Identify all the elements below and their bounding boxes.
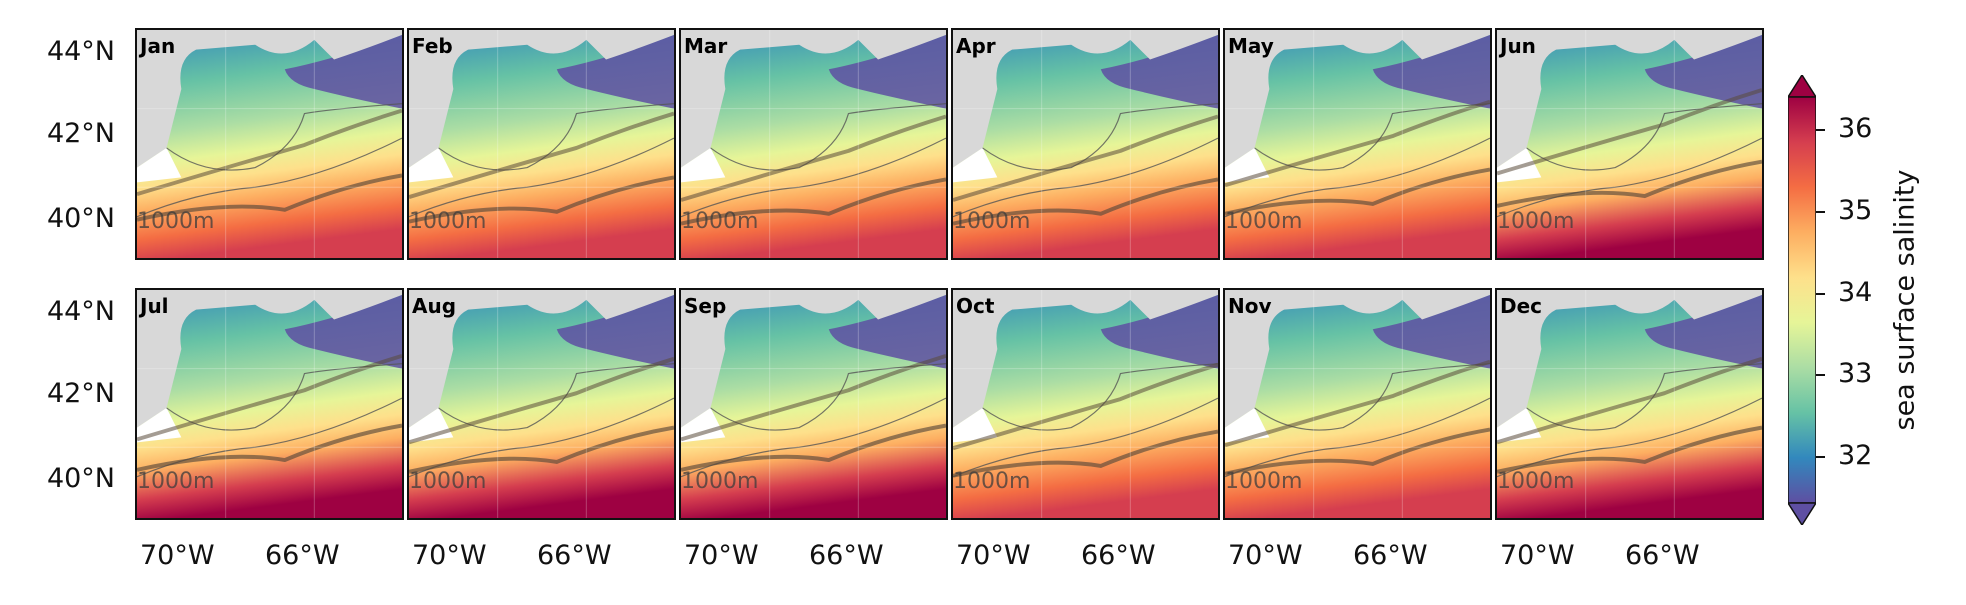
salinity-field	[681, 30, 946, 258]
colorbar-extend-bottom	[1788, 502, 1816, 525]
month-label: May	[1228, 34, 1274, 58]
y-tick-label: 44°N	[46, 36, 115, 67]
isobath-label: 1000m	[137, 469, 215, 494]
y-tick-label: 40°N	[46, 463, 115, 494]
month-label: Mar	[684, 34, 728, 58]
isobath-label: 1000m	[1225, 209, 1303, 234]
map-panel-mar: Mar 1000m	[679, 28, 948, 260]
salinity-field	[137, 290, 402, 518]
colorbar	[1788, 75, 1816, 525]
salinity-field	[1497, 30, 1762, 258]
colorbar-tick-mark	[1816, 293, 1825, 295]
map-panel-may: May 1000m	[1223, 28, 1492, 260]
salinity-field	[681, 290, 946, 518]
x-tick-label: 70°W	[1228, 540, 1303, 571]
map-panel-feb: Feb 1000m	[407, 28, 676, 260]
colorbar-tick-label: 33	[1838, 358, 1873, 389]
month-label: Feb	[412, 34, 453, 58]
isobath-label: 1000m	[681, 469, 759, 494]
colorbar-tick-label: 34	[1838, 277, 1873, 308]
month-label: Nov	[1228, 294, 1272, 318]
colorbar-tick-mark	[1816, 456, 1825, 458]
colorbar-tick-mark	[1816, 211, 1825, 213]
salinity-field	[953, 290, 1218, 518]
month-label: Dec	[1500, 294, 1543, 318]
isobath-label: 1000m	[1225, 469, 1303, 494]
map-panel-jul: Jul 1000m	[135, 288, 404, 520]
x-tick-label: 66°W	[1625, 540, 1700, 571]
x-tick-label: 66°W	[1081, 540, 1156, 571]
y-tick-label: 42°N	[46, 118, 115, 149]
isobath-label: 1000m	[1497, 209, 1575, 234]
salinity-field	[137, 30, 402, 258]
x-tick-label: 66°W	[1353, 540, 1428, 571]
x-tick-label: 70°W	[956, 540, 1031, 571]
month-label: Oct	[956, 294, 995, 318]
x-tick-label: 66°W	[809, 540, 884, 571]
month-label: Aug	[412, 294, 457, 318]
isobath-label: 1000m	[137, 209, 215, 234]
isobath-label: 1000m	[409, 209, 487, 234]
month-label: Jan	[140, 34, 176, 58]
map-panel-dec: Dec 1000m	[1495, 288, 1764, 520]
colorbar-tick-mark	[1816, 374, 1825, 376]
salinity-field	[1225, 30, 1490, 258]
isobath-label: 1000m	[953, 209, 1031, 234]
colorbar-label: sea surface salinity	[1889, 169, 1921, 431]
x-tick-label: 66°W	[537, 540, 612, 571]
map-panel-oct: Oct 1000m	[951, 288, 1220, 520]
x-tick-label: 70°W	[1500, 540, 1575, 571]
salinity-field	[953, 30, 1218, 258]
month-label: Apr	[956, 34, 996, 58]
month-label: Jun	[1500, 34, 1536, 58]
x-tick-label: 70°W	[412, 540, 487, 571]
y-tick-label: 44°N	[46, 296, 115, 327]
map-panel-sep: Sep 1000m	[679, 288, 948, 520]
salinity-field	[409, 30, 674, 258]
colorbar-body	[1788, 96, 1816, 504]
colorbar-tick-label: 35	[1838, 195, 1873, 226]
isobath-label: 1000m	[953, 469, 1031, 494]
salinity-field	[1497, 290, 1762, 518]
month-label: Jul	[140, 294, 169, 318]
x-tick-label: 70°W	[140, 540, 215, 571]
month-label: Sep	[684, 294, 727, 318]
isobath-label: 1000m	[1497, 469, 1575, 494]
x-tick-label: 66°W	[265, 540, 340, 571]
map-panel-jan: Jan 1000m	[135, 28, 404, 260]
map-panel-nov: Nov 1000m	[1223, 288, 1492, 520]
map-panel-apr: Apr 1000m	[951, 28, 1220, 260]
map-panel-jun: Jun 1000m	[1495, 28, 1764, 260]
colorbar-tick-label: 36	[1838, 113, 1873, 144]
salinity-field	[1225, 290, 1490, 518]
colorbar-tick-label: 32	[1838, 440, 1873, 471]
isobath-label: 1000m	[409, 469, 487, 494]
x-tick-label: 70°W	[684, 540, 759, 571]
y-tick-label: 40°N	[46, 203, 115, 234]
y-tick-label: 42°N	[46, 378, 115, 409]
colorbar-tick-mark	[1816, 129, 1825, 131]
isobath-label: 1000m	[681, 209, 759, 234]
salinity-field	[409, 290, 674, 518]
map-panel-aug: Aug 1000m	[407, 288, 676, 520]
colorbar-extend-top	[1788, 75, 1816, 98]
